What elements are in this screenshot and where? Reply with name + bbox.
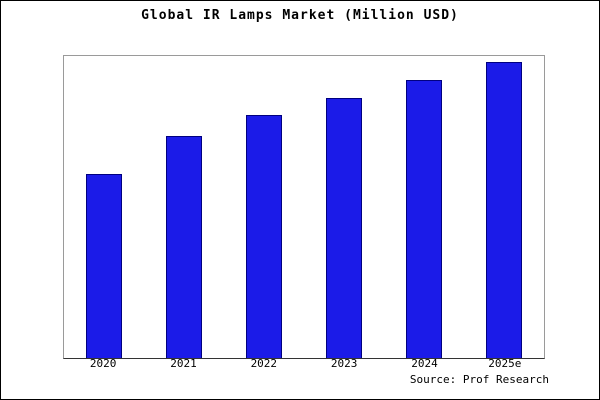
bar-slot-2021 [144,62,224,358]
bar-2023 [326,97,362,358]
x-tick-2022: 2022 [250,357,278,370]
bar-slot-2025e [464,62,544,358]
x-tick-2025e: 2025e [488,357,522,370]
source-credit: Source: Prof Research [409,373,549,386]
bar-2021 [166,136,202,358]
bar-2024 [406,79,442,358]
x-tick-2024: 2024 [411,357,438,370]
x-axis-labels: 2020 2021 2022 2023 2024 2025e [63,357,545,370]
bar-2025e [486,62,522,358]
plot-area [63,55,545,359]
x-tick-2020: 2020 [89,357,117,370]
bar-slot-2020 [64,62,144,358]
bar-2020 [86,174,122,358]
bar-2022 [246,115,282,358]
chart-title: Global IR Lamps Market (Million USD) [141,8,459,23]
bar-slot-2023 [304,62,384,358]
bar-slot-2022 [224,62,304,358]
bar-slot-2024 [384,62,464,358]
x-tick-2023: 2023 [330,357,358,370]
x-tick-2021: 2021 [170,357,197,370]
